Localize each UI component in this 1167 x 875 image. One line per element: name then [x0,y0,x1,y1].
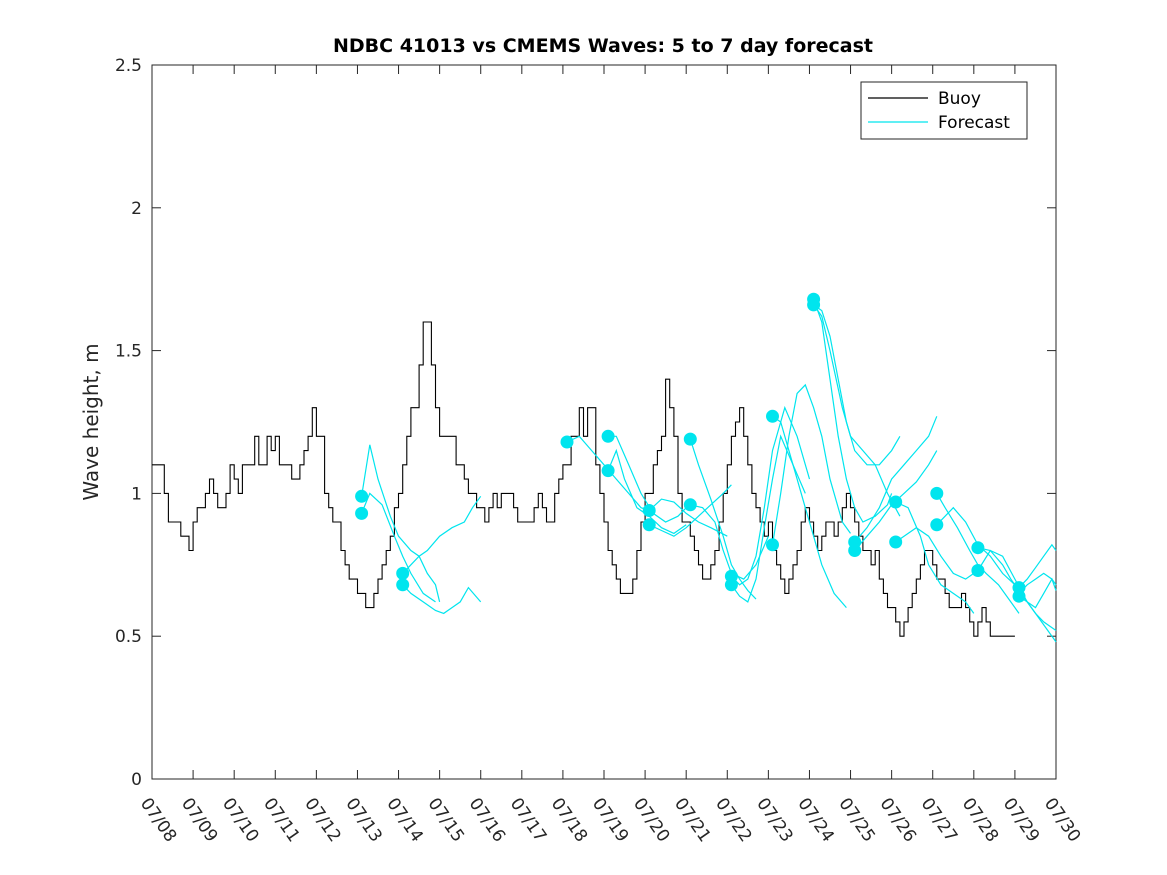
y-tick-label: 2.5 [115,56,142,76]
forecast-start-marker [766,538,779,552]
forecast-line [1018,543,1057,589]
y-tick-label: 2 [131,199,142,219]
forecast-line [402,495,482,574]
forecast-start-marker [971,541,985,555]
forecast-start-marker [560,435,574,449]
forecast-start-marker [601,429,615,443]
forecast-line [813,304,901,517]
forecast-line [361,444,441,603]
chart-title: NDBC 41013 vs CMEMS Waves: 5 to 7 day fo… [333,35,873,57]
forecast-line [895,501,975,614]
forecast-start-marker [848,544,862,557]
forecast-markers [355,292,1026,603]
forecast-start-marker [355,489,369,503]
forecast-line [1018,572,1057,594]
y-tick-label: 0.5 [115,627,142,647]
y-axis-ticks: 0 0.5 1 1.5 2 2.5 [115,56,1056,790]
forecast-start-marker [766,409,779,423]
forecast-line [690,504,769,580]
forecast-line [813,298,893,523]
forecast-start-marker [396,578,410,592]
buoy-line [152,321,1015,637]
forecast-start-marker [807,298,821,312]
y-tick-label: 1.5 [115,342,142,362]
forecast-start-marker [889,535,903,549]
forecast-line [648,498,728,537]
forecast-start-marker [724,578,738,592]
forecast-line [772,415,847,608]
forecast-start-marker [930,486,944,500]
forecast-start-marker [889,495,903,509]
forecast-start-marker [683,432,697,446]
forecast-start-marker [396,566,410,580]
plot-area: 00.511.522.5 07/0807/0907/1007/1107/1207… [115,56,1084,846]
forecast-start-marker [601,464,615,478]
forecast-line [771,383,851,545]
y-tick-label: 1 [131,484,142,504]
legend-box [860,81,1028,140]
forecast-line [730,434,806,603]
y-axis-label: Wave height, m [79,343,103,500]
forecast-line [361,492,436,603]
forecast-line [402,584,482,615]
y-tick-label: 0 [131,770,142,790]
forecast-start-marker [971,564,985,577]
legend-buoy-label: Buoy [938,89,981,109]
plot-frame [151,64,1057,780]
forecast-line [689,438,757,600]
legend-forecast-label: Forecast [938,113,1010,133]
forecast-line [648,484,732,537]
forecast-start-marker [930,518,944,532]
buoy-series [152,321,1015,637]
forecast-line [895,526,983,580]
forecast-line [608,435,687,523]
forecast-start-marker [642,504,656,517]
forecast-start-marker [642,518,656,532]
forecast-line [730,405,811,586]
forecast-start-marker [683,498,697,512]
forecast-start-marker [1012,589,1026,603]
forecast-line [854,416,938,543]
forecast-start-marker [355,506,369,520]
legend: Buoy Forecast [860,81,1028,140]
